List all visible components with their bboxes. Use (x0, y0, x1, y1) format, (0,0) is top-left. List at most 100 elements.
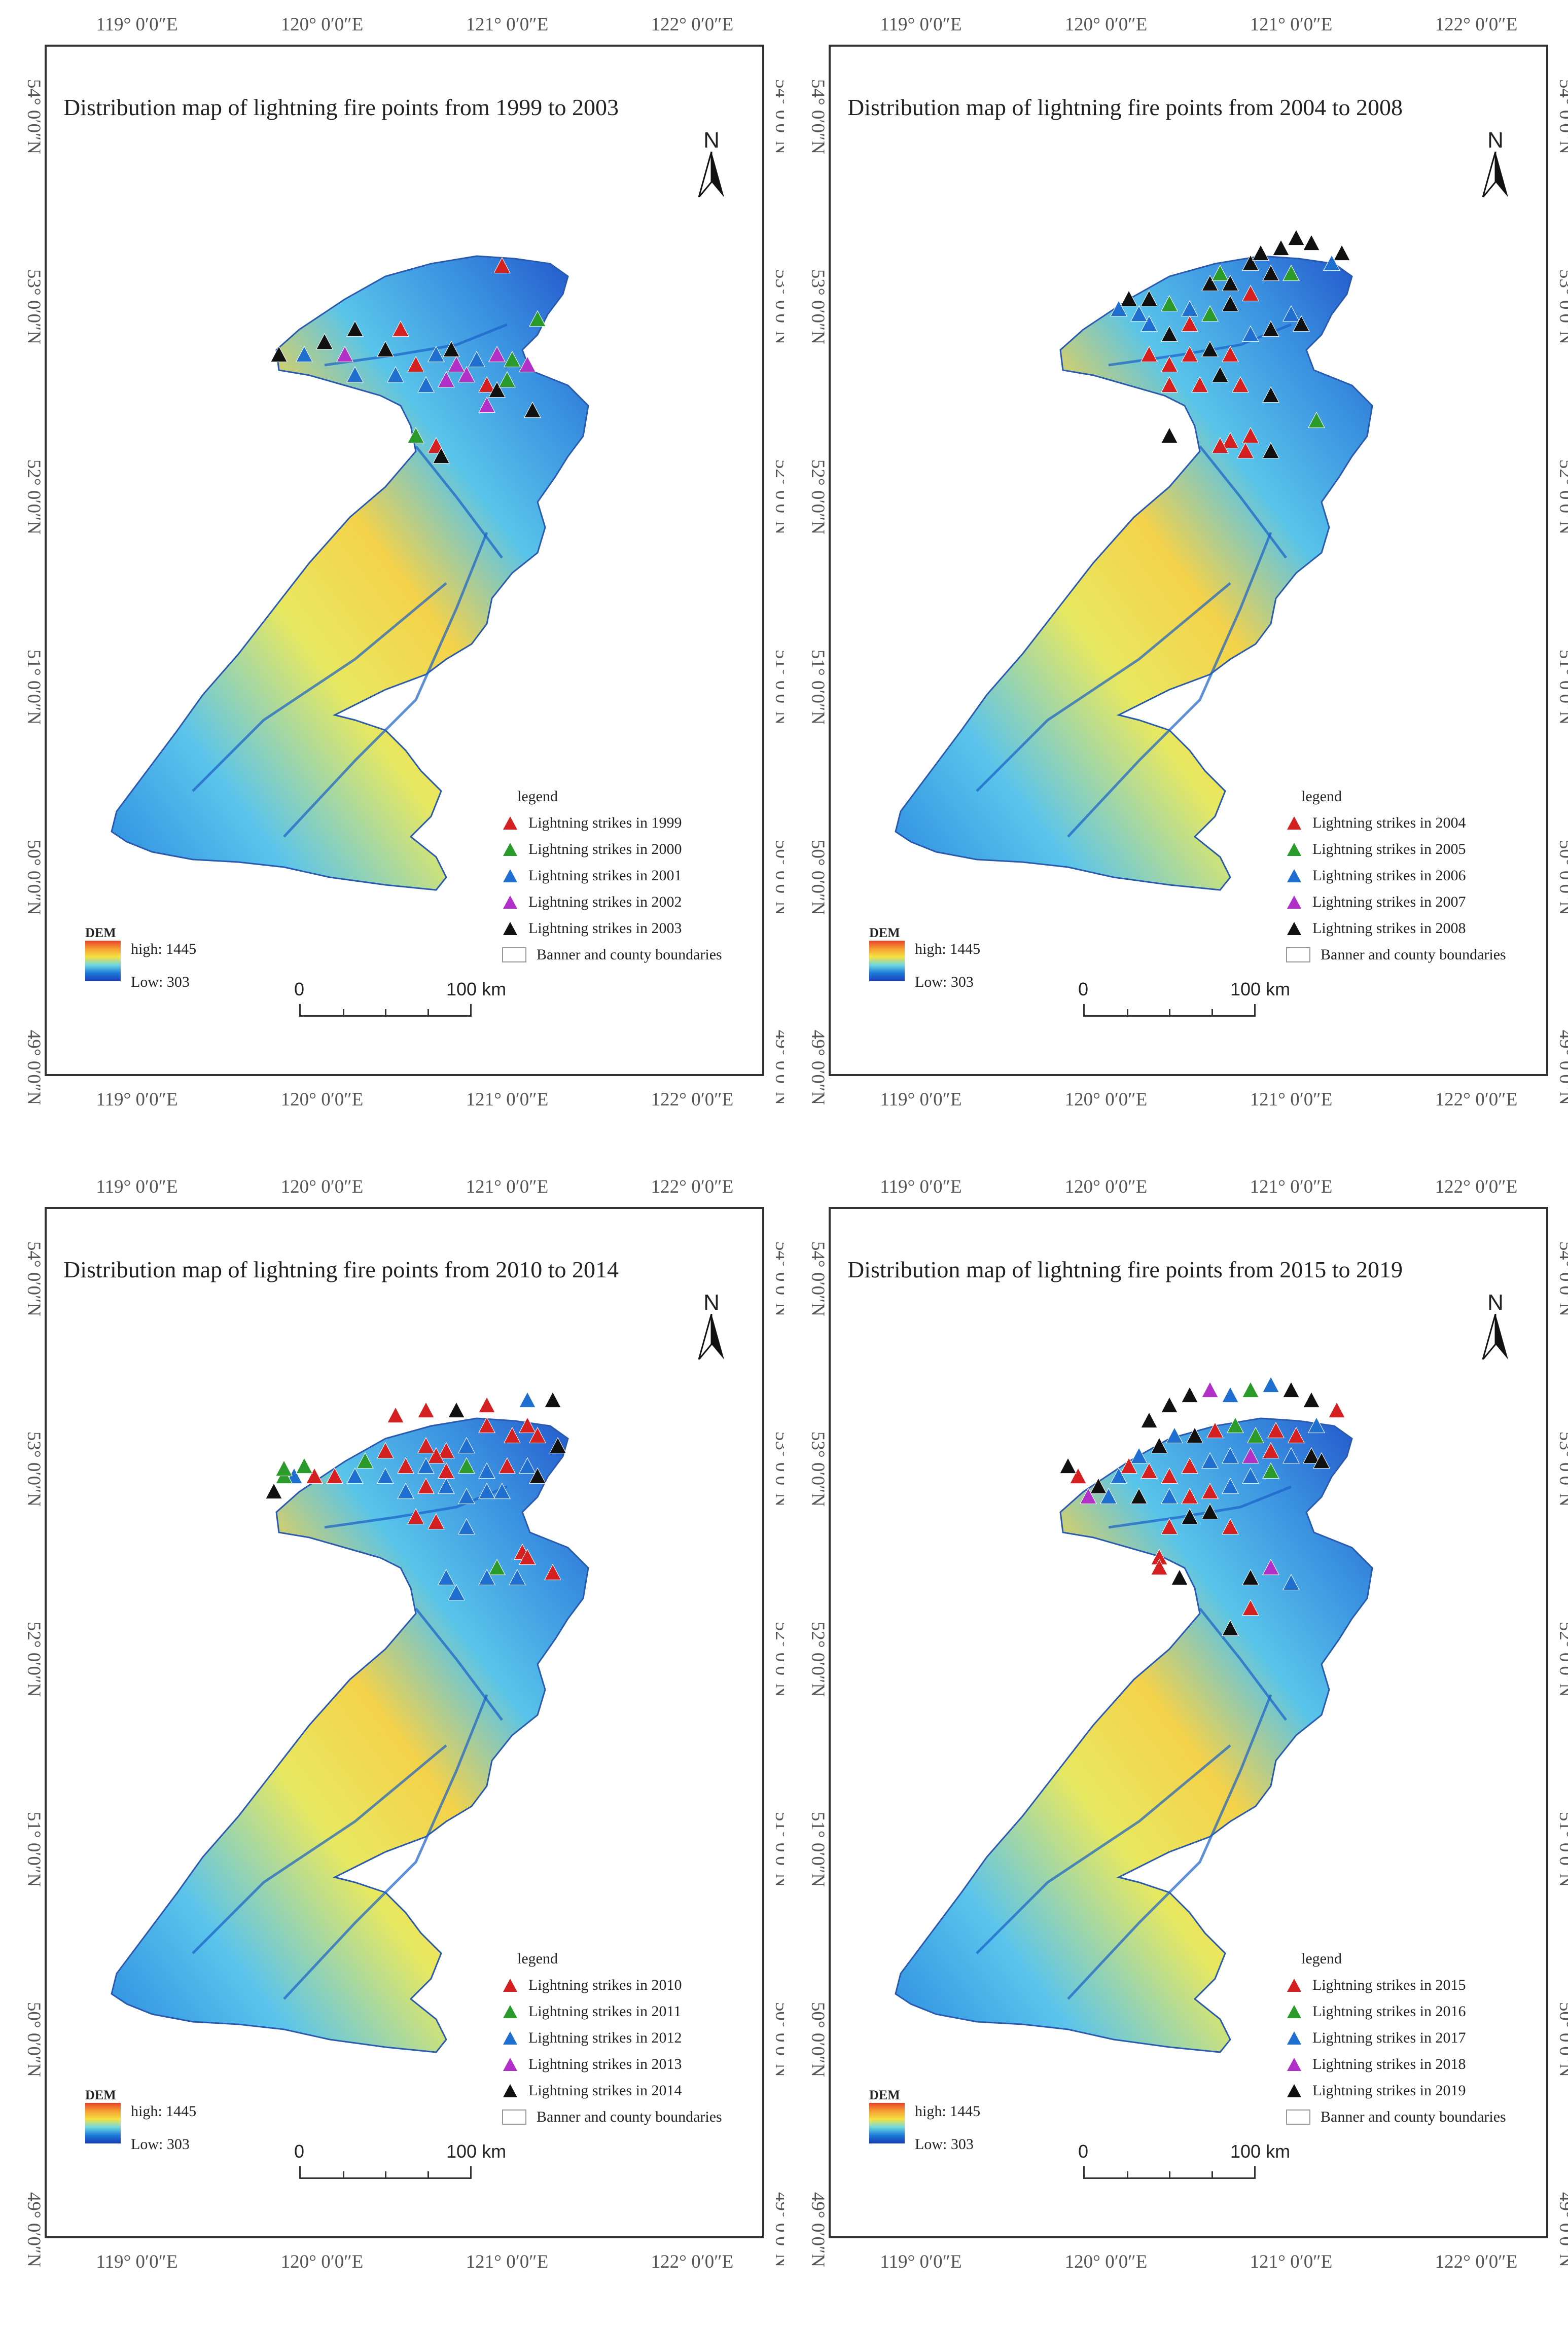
lightning-fire-point-red (1267, 1421, 1285, 1439)
dem-high-value: 1445 (166, 2103, 197, 2120)
river-line (976, 1744, 1231, 1954)
dem-color-ramp (85, 941, 121, 981)
legend-item: Lightning strikes in 2008 (1286, 915, 1506, 942)
legend-item: Lightning strikes in 2002 (502, 889, 722, 915)
legend: legend Lightning strikes in 2010 Lightning… (502, 1946, 722, 2130)
north-label: N (703, 1290, 720, 1315)
lightning-fire-point-blue (1282, 1573, 1300, 1591)
dem-high-label: high: (131, 941, 162, 957)
lightning-fire-point-red (1181, 1487, 1198, 1505)
legend-label: Lightning strikes in 2010 (528, 1977, 682, 1993)
lightning-fire-point-black (1262, 264, 1279, 281)
lightning-fire-point-red (1211, 437, 1229, 454)
lightning-fire-point-black (1059, 1457, 1077, 1474)
lightning-fire-point-red (478, 376, 495, 393)
lightning-fire-point-purple (1080, 1487, 1097, 1505)
longitude-label: 120° 0′0″E (1065, 1176, 1148, 1197)
scale-bar-graphic (1083, 1004, 1256, 1017)
lightning-fire-point-blue (387, 366, 404, 383)
latitude-label: 49° 0′0″N (23, 2192, 44, 2267)
boundary-box-icon (1286, 947, 1310, 962)
latitude-label: 49° 0′0″N (1555, 2192, 1568, 2267)
legend-item: Lightning strikes in 2010 (502, 1972, 722, 1998)
scale-distance: 100 km (1230, 2141, 1291, 2162)
legend: legend Lightning strikes in 1999 Lightning… (502, 783, 722, 968)
lightning-fire-point-green (1282, 264, 1300, 281)
latitude-label: 53° 0′0″N (23, 1432, 44, 1507)
legend-item: Lightning strikes in 2001 (502, 863, 722, 889)
map-panel-3: 119° 0′0″E 119° 0′0″E 120° 0′0″E 120° 0′0″E… (0, 1162, 784, 2324)
lightning-fire-point-black (1262, 320, 1279, 337)
map-frame (829, 45, 1548, 1076)
lightning-fire-point-green (529, 310, 546, 327)
longitude-label: 121° 0′0″E (466, 14, 549, 35)
lightning-fire-point-blue (519, 1457, 536, 1474)
legend-label: Lightning strikes in 2001 (528, 867, 682, 884)
latitude-label: 52° 0′0″N (807, 459, 828, 534)
triangle-icon (1287, 843, 1301, 856)
map-canvas: 119° 0′0″E 119° 0′0″E 120° 0′0″E 120° 0′0″E… (23, 14, 784, 1110)
dem-high-label: high: (131, 2103, 162, 2120)
dem-low-value: 303 (950, 2136, 974, 2153)
lightning-fire-point-green (1242, 1381, 1259, 1398)
legend-label: Banner and county boundaries (537, 2108, 722, 2125)
north-arrow-icon (1482, 151, 1508, 198)
lightning-fire-point-black (1242, 254, 1259, 271)
north-arrow: N (1478, 129, 1513, 200)
longitude-label: 119° 0′0″E (880, 2251, 961, 2272)
lightning-fire-point-black (1120, 290, 1137, 307)
latitude-label: 53° 0′0″N (1555, 1432, 1568, 1507)
lightning-fire-point-red (1191, 376, 1208, 393)
scale-tick (343, 1009, 344, 1015)
lightning-fire-point-black (1201, 274, 1219, 292)
lightning-fire-point-red (407, 1508, 424, 1525)
dem-low-label: Low: (915, 2136, 947, 2153)
lightning-fire-point-purple (488, 345, 506, 363)
river-line (415, 1607, 503, 1721)
scale-tick (427, 2171, 429, 2177)
lightning-fire-point-purple (448, 355, 465, 373)
dem-high-value: 1445 (166, 941, 197, 957)
longitude-label: 121° 0′0″E (466, 2251, 549, 2272)
lightning-fire-point-blue (1130, 1447, 1148, 1464)
lightning-fire-point-black (1201, 1503, 1219, 1520)
legend-title: legend (517, 788, 558, 805)
latitude-label: 51° 0′0″N (1555, 650, 1568, 725)
lightning-fire-point-red (519, 1548, 536, 1565)
triangle-icon (503, 896, 517, 909)
scale-distance: 100 km (446, 979, 507, 999)
longitude-label: 120° 0′0″E (1065, 14, 1148, 35)
latitude-label: 52° 0′0″N (807, 1622, 828, 1697)
lightning-fire-point-red (1288, 1426, 1305, 1444)
lightning-fire-point-blue (478, 1462, 495, 1479)
latitude-label: 52° 0′0″N (23, 1622, 44, 1697)
longitude-label: 122° 0′0″E (651, 2251, 734, 2272)
latitude-label: 50° 0′0″N (807, 840, 828, 915)
longitude-label: 122° 0′0″E (651, 1089, 734, 1110)
legend-label: Lightning strikes in 2002 (528, 893, 682, 910)
lightning-fire-point-blue (1110, 300, 1127, 317)
lightning-fire-point-blue (296, 345, 313, 363)
lightning-fire-point-black (448, 1401, 465, 1418)
lightning-fire-point-red (1242, 426, 1259, 444)
lightning-fire-point-red (407, 355, 424, 373)
lightning-fire-point-black (524, 401, 541, 418)
lightning-fire-point-red (544, 1563, 561, 1581)
lightning-fire-point-blue (438, 1568, 455, 1586)
lightning-fire-point-black (1262, 386, 1279, 403)
latitude-label: 54° 0′0″N (1555, 79, 1568, 154)
lightning-fire-point-green (1247, 1426, 1264, 1444)
lightning-fire-point-blue (417, 376, 435, 393)
legend-item-boundary: Banner and county boundaries (502, 2104, 722, 2130)
lightning-fire-point-red (392, 320, 409, 337)
lightning-fire-point-black (1303, 1391, 1320, 1408)
triangle-icon (503, 2031, 517, 2045)
latitude-label: 49° 0′0″N (771, 1030, 784, 1105)
lightning-fire-point-red (504, 1426, 521, 1444)
lightning-fire-point-black (1303, 1447, 1320, 1464)
legend-label: Lightning strikes in 2004 (1312, 814, 1466, 831)
latitude-label: 51° 0′0″N (771, 650, 784, 725)
lightning-fire-point-blue (1242, 1467, 1259, 1484)
study-region-dem (111, 1417, 589, 2053)
dem-low-label: Low: (131, 974, 163, 990)
